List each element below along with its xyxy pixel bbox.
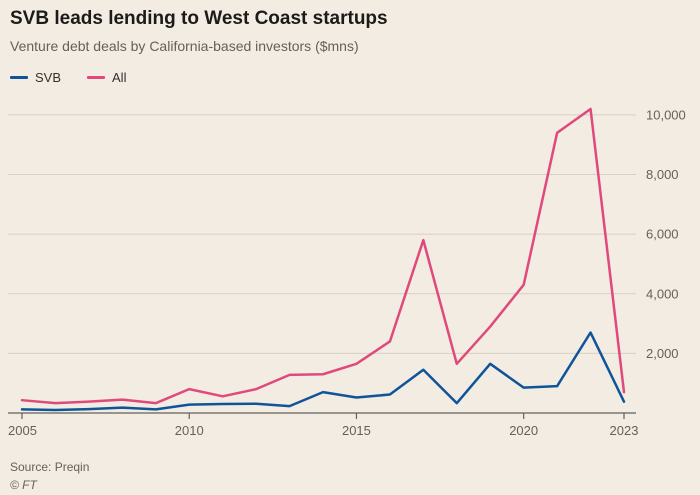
svg-text:2005: 2005	[8, 423, 37, 438]
chart-canvas: 2,000 4,000 6,000 8,000 10,000 2005 2010 2015 20…	[0, 88, 700, 448]
legend-swatch-svb	[10, 76, 28, 79]
legend-swatch-all	[87, 76, 105, 79]
chart-title: SVB leads lending to West Coast startups	[10, 8, 690, 31]
svg-text:6,000: 6,000	[646, 227, 679, 242]
chart-footer: Source: Preqin © FT	[10, 458, 89, 494]
chart-subtitle: Venture debt deals by California-based i…	[10, 38, 690, 54]
chart-header: SVB leads lending to West Coast startups…	[10, 8, 690, 85]
source-note: Source: Preqin	[10, 458, 89, 476]
ft-credit: © FT	[10, 476, 89, 494]
svg-text:2023: 2023	[610, 423, 639, 438]
chart-legend: SVB All	[10, 70, 690, 85]
svg-text:2,000: 2,000	[646, 346, 679, 361]
svg-text:2015: 2015	[342, 423, 371, 438]
svg-text:2010: 2010	[175, 423, 204, 438]
line-chart: 2,000 4,000 6,000 8,000 10,000 2005 2010 2015 20…	[0, 88, 700, 448]
legend-item-svb: SVB	[10, 70, 61, 85]
legend-item-all: All	[87, 70, 126, 85]
svg-text:2020: 2020	[509, 423, 538, 438]
svg-text:10,000: 10,000	[646, 107, 686, 122]
legend-label: All	[112, 70, 126, 85]
legend-label: SVB	[35, 70, 61, 85]
svg-text:8,000: 8,000	[646, 167, 679, 182]
svg-text:4,000: 4,000	[646, 286, 679, 301]
